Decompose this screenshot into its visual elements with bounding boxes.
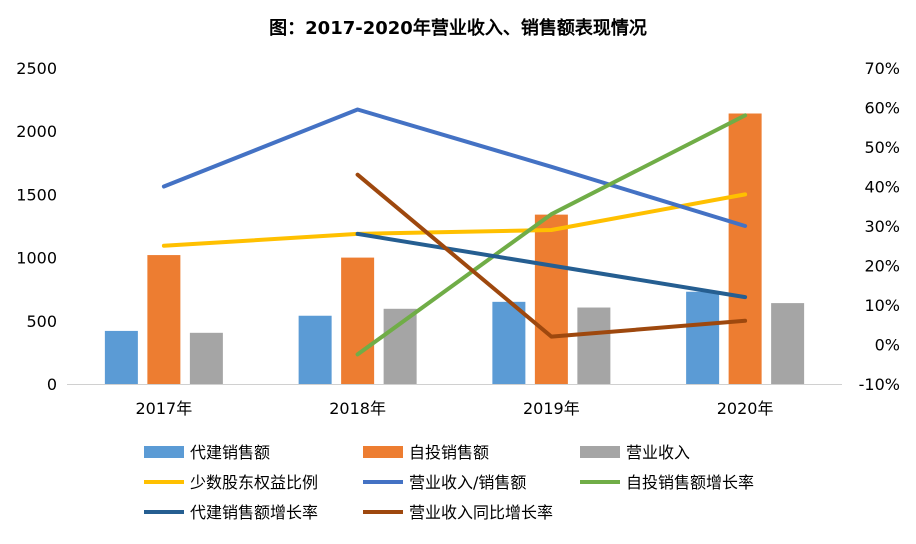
y-left-tick-label: 1000: [16, 249, 57, 268]
legend-label: 营业收入: [626, 443, 690, 462]
bar: [771, 303, 805, 384]
series-line: [161, 192, 748, 248]
y-right-tick-label: 30%: [864, 217, 900, 236]
x-tick-label: 2020年: [717, 399, 774, 418]
legend-swatch: [144, 446, 184, 458]
bar: [383, 308, 417, 384]
legend-swatch: [580, 446, 620, 458]
y-left-tick-label: 1500: [16, 185, 57, 204]
y-right-tick-label: 40%: [864, 178, 900, 197]
y-left-tick-label: 0: [47, 375, 57, 394]
y-right-tick-label: 0%: [875, 336, 900, 355]
series-line: [355, 231, 748, 300]
bar: [577, 307, 611, 384]
legend-label: 营业收入同比增长率: [409, 503, 553, 522]
bar: [492, 301, 526, 384]
y-right-tick-label: 20%: [864, 257, 900, 276]
series-line: [355, 172, 748, 339]
series-line: [355, 113, 748, 357]
x-tick-label: 2019年: [523, 399, 580, 418]
legend-label: 自投销售额: [409, 443, 489, 462]
bar: [298, 315, 332, 384]
y-right-tick-label: -10%: [859, 375, 900, 394]
legend-swatch: [363, 446, 403, 458]
y-right-tick-label: 60%: [864, 99, 900, 118]
bar: [341, 257, 375, 384]
chart-title: 图：2017-2020年营业收入、销售额表现情况: [269, 18, 647, 39]
bar: [147, 255, 181, 384]
y-left-tick-label: 500: [26, 312, 57, 331]
x-tick-label: 2017年: [136, 399, 193, 418]
y-right-tick-label: 10%: [864, 296, 900, 315]
series-line: [161, 107, 748, 228]
legend-label: 自投销售额增长率: [626, 473, 754, 492]
legend-label: 代建销售额增长率: [190, 503, 318, 522]
bar: [728, 113, 762, 384]
bar: [534, 214, 568, 384]
y-right-tick-label: 50%: [864, 138, 900, 157]
legend-label: 代建销售额: [190, 443, 270, 462]
bar: [104, 330, 138, 384]
bar: [686, 291, 720, 384]
bar: [189, 332, 223, 384]
y-right-tick-label: 70%: [864, 59, 900, 78]
legend-label: 营业收入/销售额: [409, 473, 526, 492]
legend-label: 少数股东权益比例: [190, 473, 318, 492]
y-left-tick-label: 2000: [16, 122, 57, 141]
y-left-tick-label: 2500: [16, 59, 57, 78]
x-tick-label: 2018年: [329, 399, 386, 418]
